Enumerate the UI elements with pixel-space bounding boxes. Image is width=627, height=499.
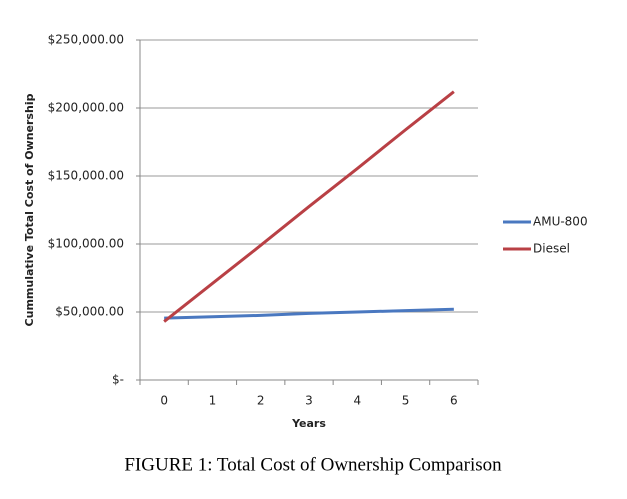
x-tick-label: 3 — [305, 394, 313, 408]
y-tick-label: $250,000.00 — [48, 33, 124, 47]
y-axis-title: Cummulative Total Cost of Ownership — [23, 93, 36, 326]
legend-label: AMU-800 — [533, 215, 588, 229]
series-line — [163, 90, 455, 323]
y-tick-label: $150,000.00 — [48, 169, 124, 183]
x-axis-title: Years — [291, 417, 326, 430]
y-tick-label: $50,000.00 — [55, 305, 124, 319]
x-tick-label: 6 — [450, 394, 458, 408]
series-line — [164, 307, 454, 320]
caption: FIGURE 1: Total Cost of Ownership Compar… — [124, 454, 502, 475]
x-tick-label: 5 — [402, 394, 410, 408]
x-tick-label: 4 — [353, 394, 361, 408]
legend-label: Diesel — [533, 242, 570, 256]
y-tick-label: $- — [112, 373, 124, 387]
x-tick-label: 0 — [160, 394, 168, 408]
y-tick-label: $100,000.00 — [48, 237, 124, 251]
x-tick-label: 1 — [209, 394, 217, 408]
y-tick-label: $200,000.00 — [48, 101, 124, 115]
x-tick-label: 2 — [257, 394, 265, 408]
